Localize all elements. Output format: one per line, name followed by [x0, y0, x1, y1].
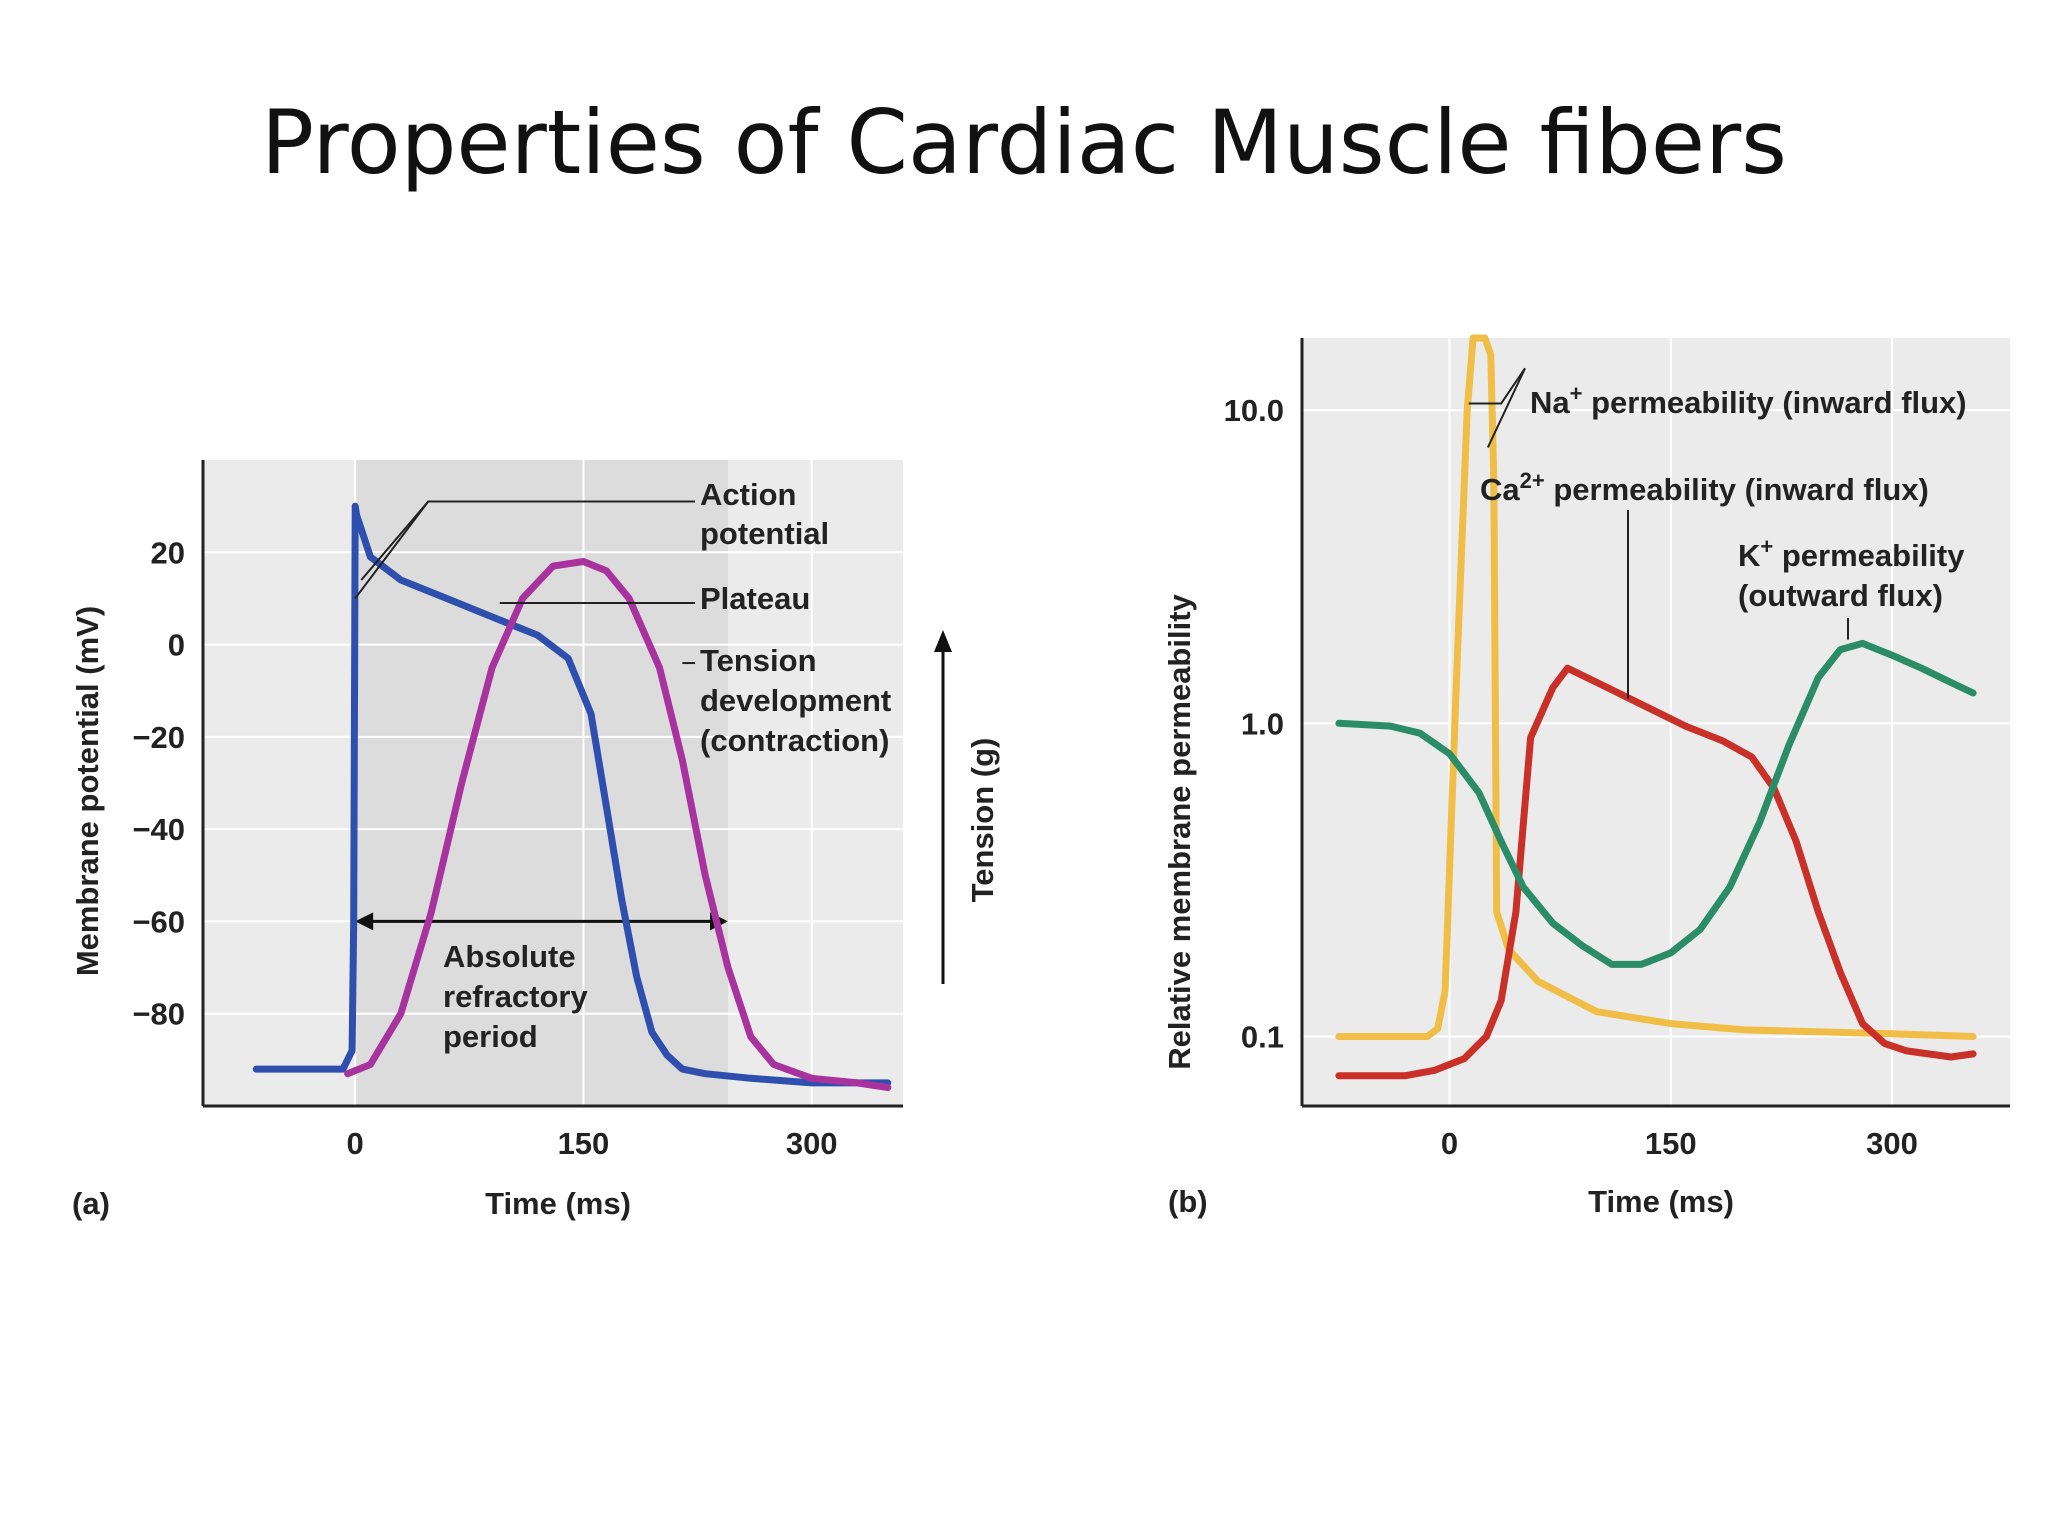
figure-canvas: 20 0 −20 −40 −60 −80 0 150 300 Time (ms) Membrane …: [70, 334, 2010, 1221]
tension-line: [344, 558, 892, 1091]
refractory-arrow-head-left: [355, 912, 374, 931]
annotation-refractory-period: Absolute: [443, 939, 576, 974]
label-potassium-permeability: K+ permeability: [1738, 534, 1965, 573]
y-tick-label-a: −60: [132, 904, 185, 939]
page-title: Properties of Cardiac Muscle fibers: [260, 91, 1788, 194]
action-potential-line: [252, 502, 892, 1087]
y-tick-label-a: −20: [132, 720, 185, 755]
x-tick-label-a: 0: [347, 1126, 364, 1161]
potassium-permeability-line: [1335, 639, 1977, 968]
x-tick-label-b: 150: [1645, 1126, 1697, 1161]
tension-axis-label: Tension (g): [965, 738, 1000, 903]
annotation-action-potential: potential: [700, 516, 829, 551]
tension-axis-arrow-head: [934, 630, 952, 652]
panel-label-b: (b): [1168, 1184, 1208, 1219]
plot-background-b: [1302, 338, 2010, 1106]
x-axis-label-a: Time (ms): [485, 1186, 631, 1221]
label-sodium-permeability: Na+ permeability (inward flux): [1530, 381, 1967, 420]
x-axis-label-b: Time (ms): [1588, 1184, 1734, 1219]
x-tick-label-b: 0: [1441, 1126, 1458, 1161]
sodium-permeability-line: [1335, 334, 1977, 1040]
calcium-permeability-line: [1335, 664, 1977, 1080]
annotation-tension-development: Tension: [700, 643, 817, 678]
label-calcium-permeability: Ca2+ permeability (inward flux): [1480, 468, 1929, 507]
leader-sodium: [1468, 367, 1526, 405]
x-tick-label-a: 150: [558, 1126, 610, 1161]
annotation-refractory-period: refractory: [443, 979, 588, 1014]
figure: 20 0 −20 −40 −60 −80 0 150 300 Time (ms) Membrane …: [0, 300, 2048, 1536]
annotation-tension-development: development: [700, 683, 891, 718]
y-tick-label-b: 10.0: [1224, 393, 1284, 428]
annotation-refractory-period: period: [443, 1019, 538, 1054]
y-tick-label-a: −80: [132, 997, 185, 1032]
x-tick-label-b: 300: [1866, 1126, 1918, 1161]
y-tick-label-b: 1.0: [1241, 706, 1284, 741]
annotation-plateau: Plateau: [700, 581, 810, 616]
y-tick-label-b: 0.1: [1241, 1020, 1284, 1055]
leader-action-potential-2: [360, 500, 429, 581]
leader-action-potential: [354, 500, 695, 600]
annotation-action-potential: Action: [700, 477, 796, 512]
refractory-shade: [355, 460, 728, 1106]
y-axis-label-b: Relative membrane permeability: [1162, 593, 1197, 1069]
x-tick-label-a: 300: [786, 1126, 838, 1161]
y-tick-label-a: −40: [132, 812, 185, 847]
y-tick-label-a: 0: [168, 628, 185, 663]
y-axis-label-a: Membrane potential (mV): [70, 606, 105, 976]
label-potassium-flux: (outward flux): [1738, 578, 1943, 613]
annotation-tension-development: (contraction): [700, 723, 889, 758]
y-tick-label-a: 20: [151, 535, 185, 570]
panel-label-a: (a): [72, 1186, 110, 1221]
leader-sodium-2: [1486, 367, 1526, 448]
